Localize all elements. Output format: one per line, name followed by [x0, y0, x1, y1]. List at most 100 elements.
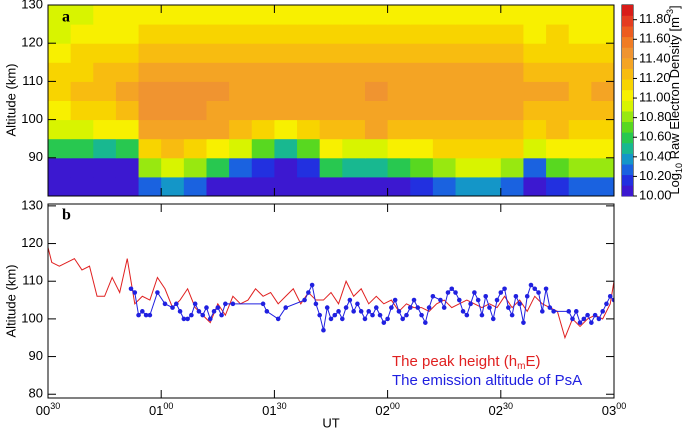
series-marker — [358, 309, 364, 314]
heat-cell — [251, 119, 275, 140]
heat-cell — [297, 62, 321, 82]
colorbar-tick-label: 11.60 — [639, 31, 671, 46]
heat-cell — [387, 157, 411, 178]
heat-cell — [523, 62, 547, 82]
heat-cell — [48, 62, 72, 82]
heat-cell — [115, 119, 140, 140]
heat-cell — [70, 138, 94, 159]
colorbar-band — [622, 121, 633, 133]
heat-cell — [455, 5, 479, 25]
x-tick-label: 0200 — [375, 401, 399, 418]
heat-cell — [546, 43, 570, 63]
heat-cell — [591, 62, 614, 82]
series-marker — [611, 297, 614, 303]
heat-cell — [93, 5, 117, 25]
series-marker — [543, 286, 549, 292]
heat-cell — [206, 81, 230, 101]
tick-minute: 30 — [50, 401, 60, 411]
series-marker — [524, 293, 530, 299]
series-marker — [140, 309, 145, 314]
series-marker — [332, 312, 338, 318]
heat-cell — [342, 157, 366, 178]
heat-cell — [93, 138, 117, 159]
heat-cell — [183, 119, 207, 140]
colorbar-band — [622, 142, 633, 154]
heat-cell — [410, 62, 434, 82]
series-marker — [460, 309, 466, 314]
heat-cell — [48, 81, 72, 101]
heat-cell — [568, 100, 592, 121]
series-marker — [438, 297, 443, 303]
series-marker — [355, 301, 360, 307]
colorbar-title-part: -3 — [665, 9, 675, 17]
heat-cell — [568, 176, 592, 196]
heat-cell — [500, 119, 524, 140]
heat-cell — [70, 119, 94, 140]
heat-cell — [206, 62, 230, 82]
series-marker — [181, 316, 187, 322]
heat-cell — [523, 24, 547, 44]
series-marker — [479, 312, 485, 318]
heat-cell — [455, 138, 479, 159]
series-marker — [456, 297, 462, 303]
line-plot — [48, 247, 614, 340]
series-marker — [324, 305, 330, 310]
heat-cell — [229, 157, 253, 178]
series-marker — [336, 309, 341, 314]
heat-cell — [138, 119, 162, 140]
heat-cell — [364, 62, 389, 82]
heat-cell — [387, 81, 411, 101]
heat-cell — [523, 138, 547, 159]
heat-cell — [297, 176, 321, 196]
heat-cell — [297, 5, 321, 25]
heat-cell — [478, 176, 502, 196]
heat-cell — [274, 138, 298, 159]
heat-cell — [297, 43, 321, 63]
heat-cell — [48, 5, 72, 25]
series-marker — [521, 320, 526, 325]
x-tick-label: 0100 — [149, 401, 173, 418]
heat-cell — [138, 100, 162, 121]
series-marker — [570, 316, 575, 322]
series-marker — [136, 312, 141, 318]
heat-cell — [568, 157, 592, 178]
heat-cell — [523, 5, 547, 25]
tick-hour: 01 — [262, 403, 276, 418]
heat-cell — [568, 62, 592, 82]
series-marker — [536, 290, 541, 295]
heat-cell — [319, 81, 343, 101]
series-marker — [498, 290, 504, 295]
heat-cell — [115, 157, 140, 178]
series-marker — [370, 312, 375, 318]
series-marker — [362, 316, 368, 322]
series-marker — [306, 290, 311, 295]
colorbar-tick-label: 11.20 — [639, 70, 671, 85]
x-axis-title: UT — [322, 415, 339, 430]
heat-cell — [478, 24, 502, 44]
heat-cell — [93, 100, 117, 121]
y-tick-label: 100 — [21, 111, 43, 126]
heat-cell — [70, 24, 94, 44]
heat-cell — [138, 43, 162, 63]
series-marker — [396, 309, 402, 314]
x-tick-label: 0230 — [489, 401, 513, 418]
heat-cell — [93, 24, 117, 44]
heat-cell — [70, 62, 94, 82]
heat-cell — [183, 43, 207, 63]
legend-text: E) — [525, 353, 540, 370]
y-tick-label: 90 — [29, 348, 43, 363]
heat-cell — [591, 43, 614, 63]
series-marker — [373, 305, 379, 310]
series-marker — [192, 301, 198, 307]
series-marker — [566, 309, 572, 314]
heat-cell — [229, 62, 253, 82]
heat-cell — [410, 5, 434, 25]
tick-minute: 00 — [163, 401, 173, 411]
colorbar-tick-label: 10.00 — [639, 187, 672, 202]
heat-cell — [274, 62, 298, 82]
heat-cell — [319, 176, 343, 196]
series-marker — [189, 312, 194, 318]
series-marker — [604, 301, 609, 307]
heat-cell — [251, 5, 275, 25]
heat-cell — [297, 24, 321, 44]
